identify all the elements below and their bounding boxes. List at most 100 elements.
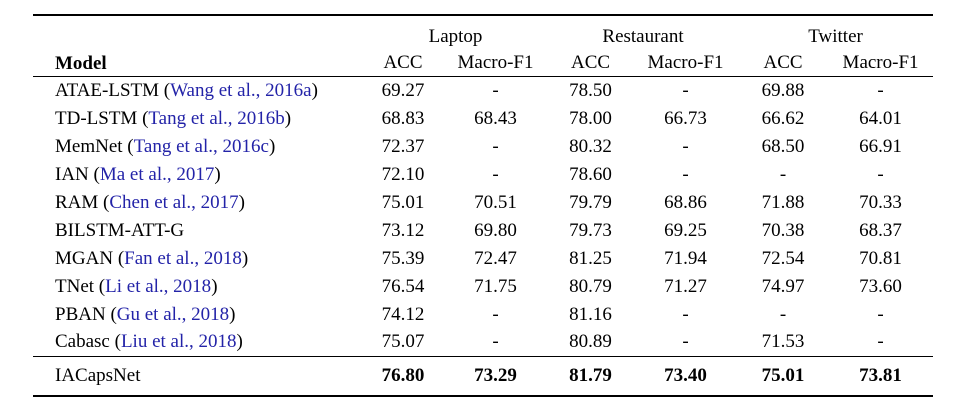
metric-value: 68.43 [474,107,517,129]
table-row: PBAN (Gu et al., 2018) 74.12 - 81.16 - - - [33,301,933,329]
metric-value: - [492,163,499,185]
metric-value: 73.12 [381,219,425,241]
metric-value: 73.81 [859,364,902,386]
model-name-cell: MGAN (Fan et al., 2018) [55,247,249,269]
table-row: TNet (Li et al., 2018) 76.54 71.75 80.79 71.… [33,273,933,301]
metric-value: 81.79 [569,364,612,386]
citation-link[interactable]: Liu et al., 2018 [120,331,237,353]
model-name: BILSTM-ATT-G [55,219,185,241]
metric-value: 81.25 [569,247,612,269]
metric-value: 80.32 [569,135,612,157]
metric-value: - [877,79,884,101]
citation-link[interactable]: Tang et al., 2016c [133,135,269,157]
metric-value: 70.51 [474,191,517,213]
metric-value: 74.12 [381,303,425,325]
metric-value: 70.81 [859,247,902,269]
metric-value: 73.40 [664,364,707,386]
metric-value: 66.73 [664,107,707,129]
metric-value: 72.54 [761,247,805,269]
column-header-restaurant-macrof1: Macro-F1 [647,51,724,73]
metric-value: - [492,331,499,353]
metric-value: 71.75 [474,275,517,297]
metric-value: - [492,135,499,157]
metric-value: 72.10 [381,163,425,185]
metric-value: 68.83 [381,107,425,129]
citation-link[interactable]: Tang et al., 2016b [148,107,285,129]
model-name-cell: TNet (Li et al., 2018) [55,275,218,297]
metric-value: 68.37 [859,219,902,241]
metric-value: 75.01 [381,191,425,213]
table-header: Model Laptop Restaurant Twitter ACC Macr… [33,15,934,77]
metric-value: - [492,79,499,101]
metric-value: 75.07 [381,331,425,353]
metric-value: 72.47 [474,247,517,269]
model-name-cell: ATAE-LSTM (Wang et al., 2016a) [55,79,318,101]
metric-value: - [492,303,499,325]
column-header-laptop-macrof1: Macro-F1 [457,51,534,73]
metric-value: 76.80 [381,364,425,386]
citation-link[interactable]: Ma et al., 2017 [99,163,215,185]
metric-value: 71.53 [761,331,805,353]
model-name: IACapsNet [55,364,141,386]
metric-value: 80.79 [569,275,612,297]
model-name: Cabasc [55,331,110,353]
metric-value: 80.89 [569,331,612,353]
citation-link[interactable]: Gu et al., 2018 [116,303,230,325]
metric-value: - [682,135,689,157]
model-name-cell: MemNet (Tang et al., 2016c) [55,135,276,157]
metric-value: - [779,303,787,325]
results-table: Model Laptop Restaurant Twitter ACC Macr… [33,14,934,397]
model-name-cell: RAM (Chen et al., 2017) [55,191,245,213]
metric-value: 73.60 [859,275,902,297]
model-name: MGAN [55,247,114,269]
metric-value: - [682,163,689,185]
table-row: Cabasc (Liu et al., 2018) 75.07 - 80.89 - 71.… [33,329,933,357]
model-name-cell: BILSTM-ATT-G [33,217,363,245]
metric-value: 72.37 [381,135,425,157]
table-row: MemNet (Tang et al., 2016c) 72.37 - 80.32 - 6… [33,133,933,161]
table-header-metric-row: ACC Macro-F1 ACC Macro-F1 ACC Macro-F1 [33,49,933,77]
citation-link[interactable]: Fan et al., 2018 [124,247,242,269]
column-header-laptop-acc: ACC [383,51,423,73]
model-name: IAN [55,163,89,185]
metric-value: - [877,331,884,353]
metric-value: 73.29 [474,364,517,386]
model-name-cell: IAN (Ma et al., 2017) [55,163,221,185]
metric-value: 69.88 [761,79,805,101]
metric-value: - [779,163,787,185]
table-row: MGAN (Fan et al., 2018) 75.39 72.47 81.25 71… [33,245,933,273]
metric-value: - [682,331,689,353]
table-row: TD-LSTM (Tang et al., 2016b) 68.83 68.43 78… [33,105,933,133]
metric-value: 70.33 [859,191,902,213]
metric-value: 76.54 [381,275,425,297]
metric-value: 71.94 [664,247,707,269]
metric-value: 66.91 [859,135,902,157]
model-name: TNet [55,275,95,297]
metric-value: 70.38 [761,219,805,241]
proposed-model-row: IACapsNet 76.80 73.29 81.79 73.40 75.01 … [33,356,934,396]
metric-value: - [682,79,689,101]
column-header-restaurant-acc: ACC [570,51,611,73]
citation-link[interactable]: Li et al., 2018 [105,275,212,297]
table-row: BILSTM-ATT-G 73.12 69.80 79.73 69.25 70.38 68.… [33,217,933,245]
metric-value: 81.16 [569,303,612,325]
metric-value: 69.80 [474,219,517,241]
model-name: TD-LSTM [55,107,138,129]
metric-value: 78.00 [569,107,612,129]
metric-value: - [682,303,689,325]
model-name: PBAN [55,303,106,325]
column-header-model: Model [55,53,107,74]
metric-value: 74.97 [761,275,805,297]
metric-value: 69.25 [664,219,707,241]
column-group-laptop: Laptop [428,26,483,47]
model-name-cell: PBAN (Gu et al., 2018) [55,303,236,325]
table-row: ATAE-LSTM (Wang et al., 2016a) 69.27 - 78.5… [33,77,933,105]
column-header-twitter-macrof1: Macro-F1 [842,51,919,73]
table-row: IAN (Ma et al., 2017) 72.10 - 78.60 - - - [33,161,933,189]
metric-value: - [877,303,884,325]
citation-link[interactable]: Chen et al., 2017 [109,191,239,213]
metric-value: 78.60 [569,163,612,185]
metric-value: 66.62 [761,107,805,129]
citation-link[interactable]: Wang et al., 2016a [170,79,312,101]
model-name-cell: TD-LSTM (Tang et al., 2016b) [55,107,292,129]
